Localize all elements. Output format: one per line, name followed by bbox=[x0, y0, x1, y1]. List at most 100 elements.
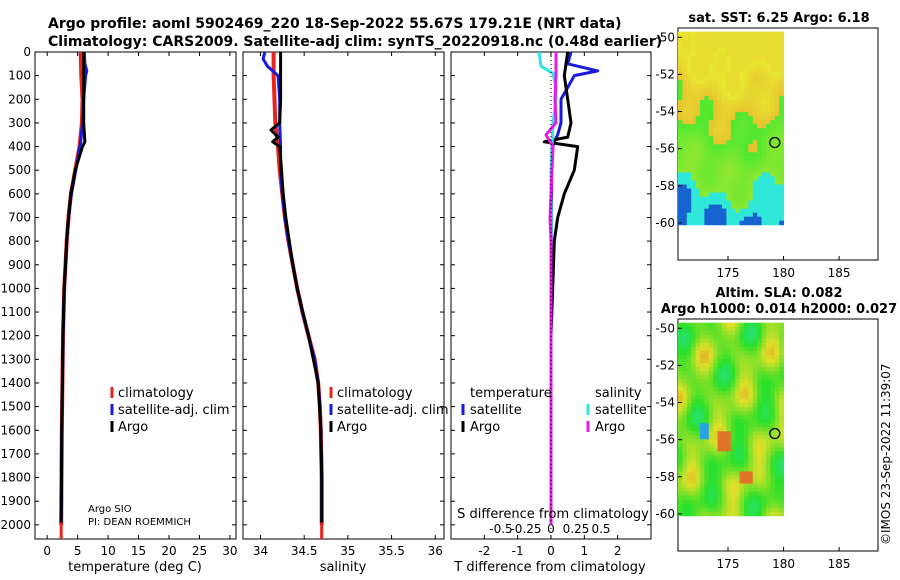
heatmap-cell bbox=[757, 383, 763, 388]
heatmap-cell bbox=[691, 358, 697, 364]
heatmap-cell bbox=[708, 395, 714, 400]
heatmap-cell bbox=[704, 491, 710, 497]
heatmap-cell bbox=[695, 132, 701, 137]
heatmap-cell bbox=[730, 447, 736, 452]
heatmap-cell bbox=[757, 467, 763, 472]
heatmap-cell bbox=[739, 467, 745, 472]
heatmap-cell bbox=[686, 431, 692, 436]
heatmap-cell bbox=[761, 346, 767, 352]
y-tick-label: 100 bbox=[8, 69, 31, 83]
heatmap-cell bbox=[708, 79, 714, 85]
heatmap-cell bbox=[695, 374, 701, 380]
heatmap-cell bbox=[779, 140, 785, 145]
heatmap-cell bbox=[699, 423, 705, 428]
heatmap-cell bbox=[779, 342, 785, 348]
heatmap-cell bbox=[699, 387, 705, 392]
heatmap-cell bbox=[717, 39, 723, 45]
heatmap-cell bbox=[774, 208, 780, 214]
heatmap-cell bbox=[678, 51, 683, 57]
heatmap-cell bbox=[717, 370, 723, 376]
heatmap-cell bbox=[774, 431, 780, 436]
heatmap-cell bbox=[721, 67, 727, 73]
heatmap-cell bbox=[678, 358, 683, 364]
heatmap-cell bbox=[726, 451, 732, 456]
heatmap-cell bbox=[704, 431, 710, 436]
heatmap-cell bbox=[721, 499, 727, 505]
heatmap-cell bbox=[765, 39, 771, 45]
heatmap-cell bbox=[757, 192, 763, 198]
heatmap-cell bbox=[757, 188, 763, 194]
heatmap-cell bbox=[704, 160, 710, 165]
heatmap-cell bbox=[726, 443, 732, 448]
heatmap-cell bbox=[739, 120, 745, 125]
heatmap-cell bbox=[774, 499, 780, 505]
heatmap-cell bbox=[743, 415, 749, 420]
heatmap-cell bbox=[757, 326, 763, 332]
heatmap-cell bbox=[713, 152, 719, 157]
heatmap-cell bbox=[682, 63, 688, 69]
heatmap-cell bbox=[704, 108, 710, 113]
heatmap-cell bbox=[735, 447, 741, 452]
x-tick-label: 34.5 bbox=[291, 544, 318, 558]
heatmap-cell bbox=[761, 180, 767, 186]
heatmap-cell bbox=[743, 184, 749, 190]
heatmap-cell bbox=[743, 188, 749, 194]
heatmap-cell bbox=[678, 75, 683, 81]
heatmap-cell bbox=[717, 180, 723, 186]
heatmap-cell bbox=[774, 156, 780, 161]
heatmap-cell bbox=[761, 47, 767, 53]
heatmap-cell bbox=[686, 391, 692, 396]
heatmap-cell bbox=[695, 67, 701, 73]
heatmap-cell bbox=[721, 100, 727, 105]
heatmap-cell bbox=[739, 366, 745, 372]
heatmap-cell bbox=[761, 100, 767, 105]
heatmap-cell bbox=[717, 212, 723, 218]
heatmap-cell bbox=[739, 419, 745, 424]
heatmap-cell bbox=[743, 51, 749, 57]
heatmap-cell bbox=[779, 59, 785, 65]
heatmap-cell bbox=[726, 71, 732, 77]
heatmap-cell bbox=[739, 128, 745, 133]
heatmap-cell bbox=[765, 212, 771, 218]
heatmap-cell bbox=[726, 212, 732, 218]
heatmap-cell bbox=[686, 370, 692, 376]
heatmap-cell bbox=[726, 330, 732, 336]
heatmap-cell bbox=[713, 71, 719, 77]
heatmap-cell bbox=[717, 411, 723, 416]
heatmap-cell bbox=[752, 100, 758, 105]
heatmap-cell bbox=[757, 346, 763, 352]
heatmap-cell bbox=[721, 200, 727, 206]
heatmap-cell bbox=[774, 350, 780, 356]
heatmap-cell bbox=[704, 204, 710, 210]
heatmap-cell bbox=[699, 168, 705, 173]
heatmap-cell bbox=[779, 435, 785, 440]
heatmap-cell bbox=[713, 88, 719, 93]
heatmap-cell bbox=[708, 47, 714, 53]
heatmap-cell bbox=[765, 55, 771, 61]
heatmap-cell bbox=[779, 495, 785, 501]
heatmap-cell bbox=[695, 39, 701, 45]
heatmap-cell bbox=[713, 507, 719, 513]
heatmap-cell bbox=[735, 507, 741, 513]
heatmap-cell bbox=[761, 204, 767, 210]
heatmap-cell bbox=[678, 366, 683, 372]
heatmap-cell bbox=[748, 475, 754, 481]
heatmap-cell bbox=[774, 338, 780, 344]
heatmap-cell bbox=[682, 96, 688, 101]
heatmap-cell bbox=[704, 220, 710, 226]
heatmap-cell bbox=[699, 39, 705, 45]
heatmap-cell bbox=[739, 152, 745, 157]
heatmap-cell bbox=[691, 212, 697, 218]
heatmap-cell bbox=[717, 168, 723, 173]
heatmap-cell bbox=[686, 67, 692, 73]
heatmap-cell bbox=[691, 511, 697, 517]
heatmap-cell bbox=[735, 172, 741, 177]
heatmap-cell bbox=[678, 63, 683, 69]
y-tick-label: 1500 bbox=[0, 400, 31, 414]
heatmap-cell bbox=[743, 411, 749, 416]
heatmap-cell bbox=[752, 136, 758, 141]
heatmap-cell bbox=[717, 112, 723, 117]
heatmap-cell bbox=[739, 79, 745, 85]
heatmap-cell bbox=[682, 487, 688, 493]
heatmap-cell bbox=[713, 475, 719, 481]
